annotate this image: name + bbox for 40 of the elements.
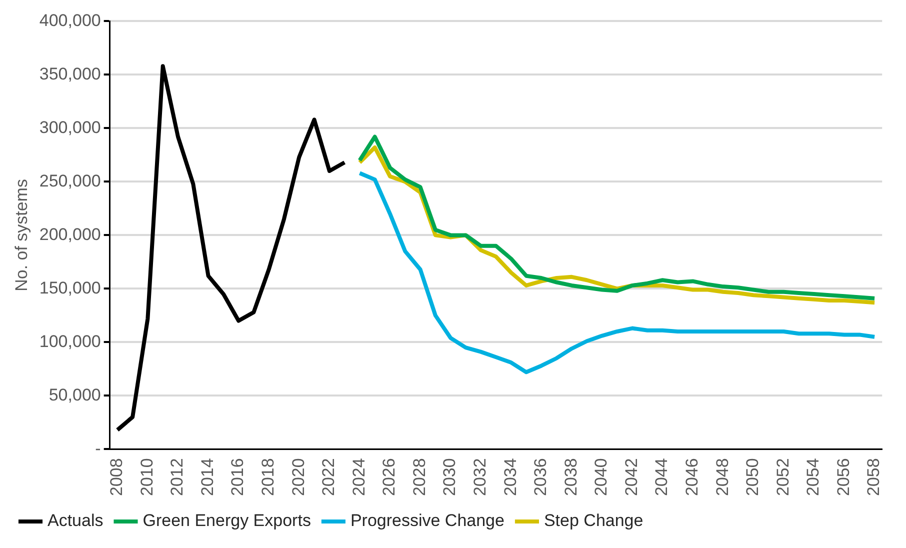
x-tick-label: 2010 xyxy=(137,458,156,496)
x-tick-label: 2028 xyxy=(410,458,429,496)
x-tick-label: 2032 xyxy=(470,458,490,496)
x-tick-label: 2046 xyxy=(682,458,702,496)
x-tick-label: 2024 xyxy=(349,458,368,496)
x-tick-label: 2052 xyxy=(773,458,792,496)
legend-label: Actuals xyxy=(48,511,104,530)
x-tick-label: 2022 xyxy=(319,458,338,496)
legend-label: Progressive Change xyxy=(350,511,504,530)
legend-label: Green Energy Exports xyxy=(142,511,311,530)
x-tick-label: 2050 xyxy=(743,458,762,496)
y-tick-label: 400,000 xyxy=(39,10,101,30)
x-tick-label: 2030 xyxy=(440,458,460,496)
x-tick-label: 2016 xyxy=(228,458,248,496)
y-tick-label: 250,000 xyxy=(39,171,101,190)
x-tick-label: 2014 xyxy=(198,458,217,496)
x-tick-label: 2026 xyxy=(380,458,399,496)
legend-label: Step Change xyxy=(544,511,644,530)
x-tick-label: 2042 xyxy=(622,458,641,496)
x-tick-label: 2040 xyxy=(592,458,611,496)
x-tick-label: 2044 xyxy=(652,458,672,496)
x-tick-label: 2034 xyxy=(500,458,520,496)
x-tick-label: 2056 xyxy=(834,458,853,496)
y-axis-title: No. of systems xyxy=(12,178,31,292)
y-tick-label: 350,000 xyxy=(39,64,101,84)
y-tick-label: 200,000 xyxy=(39,224,101,244)
y-tick-label: 300,000 xyxy=(39,118,101,137)
x-tick-label: 2038 xyxy=(561,458,580,496)
x-tick-label: 2036 xyxy=(531,458,550,496)
y-tick-label: 50,000 xyxy=(48,385,101,404)
x-tick-label: 2058 xyxy=(864,458,884,496)
x-tick-label: 2020 xyxy=(288,458,308,496)
x-tick-label: 2018 xyxy=(258,458,278,496)
x-tick-label: 2008 xyxy=(107,458,126,496)
y-tick-label: 100,000 xyxy=(39,332,101,351)
x-tick-label: 2048 xyxy=(712,458,732,496)
y-tick-label: 150,000 xyxy=(39,278,101,298)
x-tick-label: 2012 xyxy=(168,458,187,496)
x-tick-label: 2054 xyxy=(804,458,823,496)
y-tick-label: - xyxy=(95,438,101,458)
